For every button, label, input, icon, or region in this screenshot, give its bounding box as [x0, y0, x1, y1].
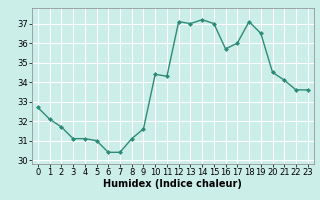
X-axis label: Humidex (Indice chaleur): Humidex (Indice chaleur): [103, 179, 242, 189]
